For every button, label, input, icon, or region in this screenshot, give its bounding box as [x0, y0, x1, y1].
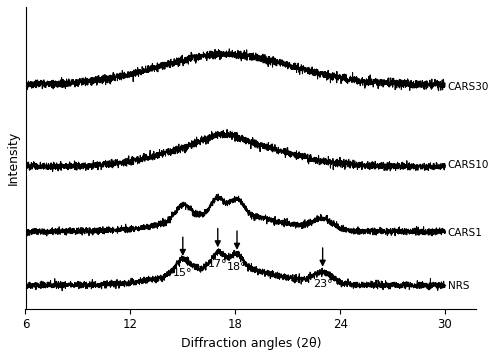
- Text: CARS1: CARS1: [448, 228, 482, 238]
- Text: CARS30: CARS30: [448, 81, 489, 91]
- Text: 15°: 15°: [173, 268, 193, 278]
- Text: 18°: 18°: [227, 262, 247, 272]
- Text: CARS10: CARS10: [448, 160, 489, 170]
- Text: 23°: 23°: [313, 278, 332, 288]
- X-axis label: Diffraction angles (2θ): Diffraction angles (2θ): [180, 337, 321, 350]
- Text: 17°: 17°: [208, 259, 228, 269]
- Y-axis label: Intensity: Intensity: [7, 131, 20, 185]
- Text: NRS: NRS: [448, 281, 469, 291]
